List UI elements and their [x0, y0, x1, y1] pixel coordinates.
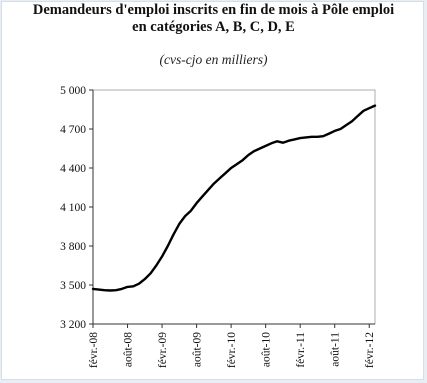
y-tick-label: 4 100: [60, 202, 86, 214]
y-tick-label: 5 000: [60, 85, 86, 97]
chart-title-line-2: en catégories A, B, C, D, E: [132, 19, 295, 35]
y-tick-label: 3 800: [60, 241, 86, 253]
chart-card: [2, 2, 423, 379]
x-tick-label: août-11: [330, 332, 342, 367]
chart-title: Demandeurs d'emploi inscrits en fin de m…: [0, 2, 427, 36]
plot-area-frame: [92, 89, 376, 325]
x-tick-label: févr.-12: [364, 332, 376, 368]
x-tick-label: août-08: [123, 332, 135, 367]
x-tick-label: févr.-11: [295, 332, 307, 368]
x-tick-label: août-10: [261, 332, 273, 367]
x-tick-label: févr.-10: [226, 332, 238, 368]
y-tick-label: 4 400: [60, 163, 86, 175]
y-tick-label: 3 500: [60, 280, 86, 292]
chart-subtitle: (cvs-cjo en milliers): [159, 52, 268, 67]
y-tick-label: 3 200: [60, 319, 86, 331]
y-tick-label: 4 700: [60, 124, 86, 136]
x-tick-label: févr.-08: [88, 332, 100, 368]
series-line: [91, 104, 377, 292]
x-tick-label: août-09: [192, 332, 204, 367]
x-tick-label: févr.-09: [157, 332, 169, 368]
chart-title-line-1: Demandeurs d'emploi inscrits en fin de m…: [32, 2, 395, 18]
